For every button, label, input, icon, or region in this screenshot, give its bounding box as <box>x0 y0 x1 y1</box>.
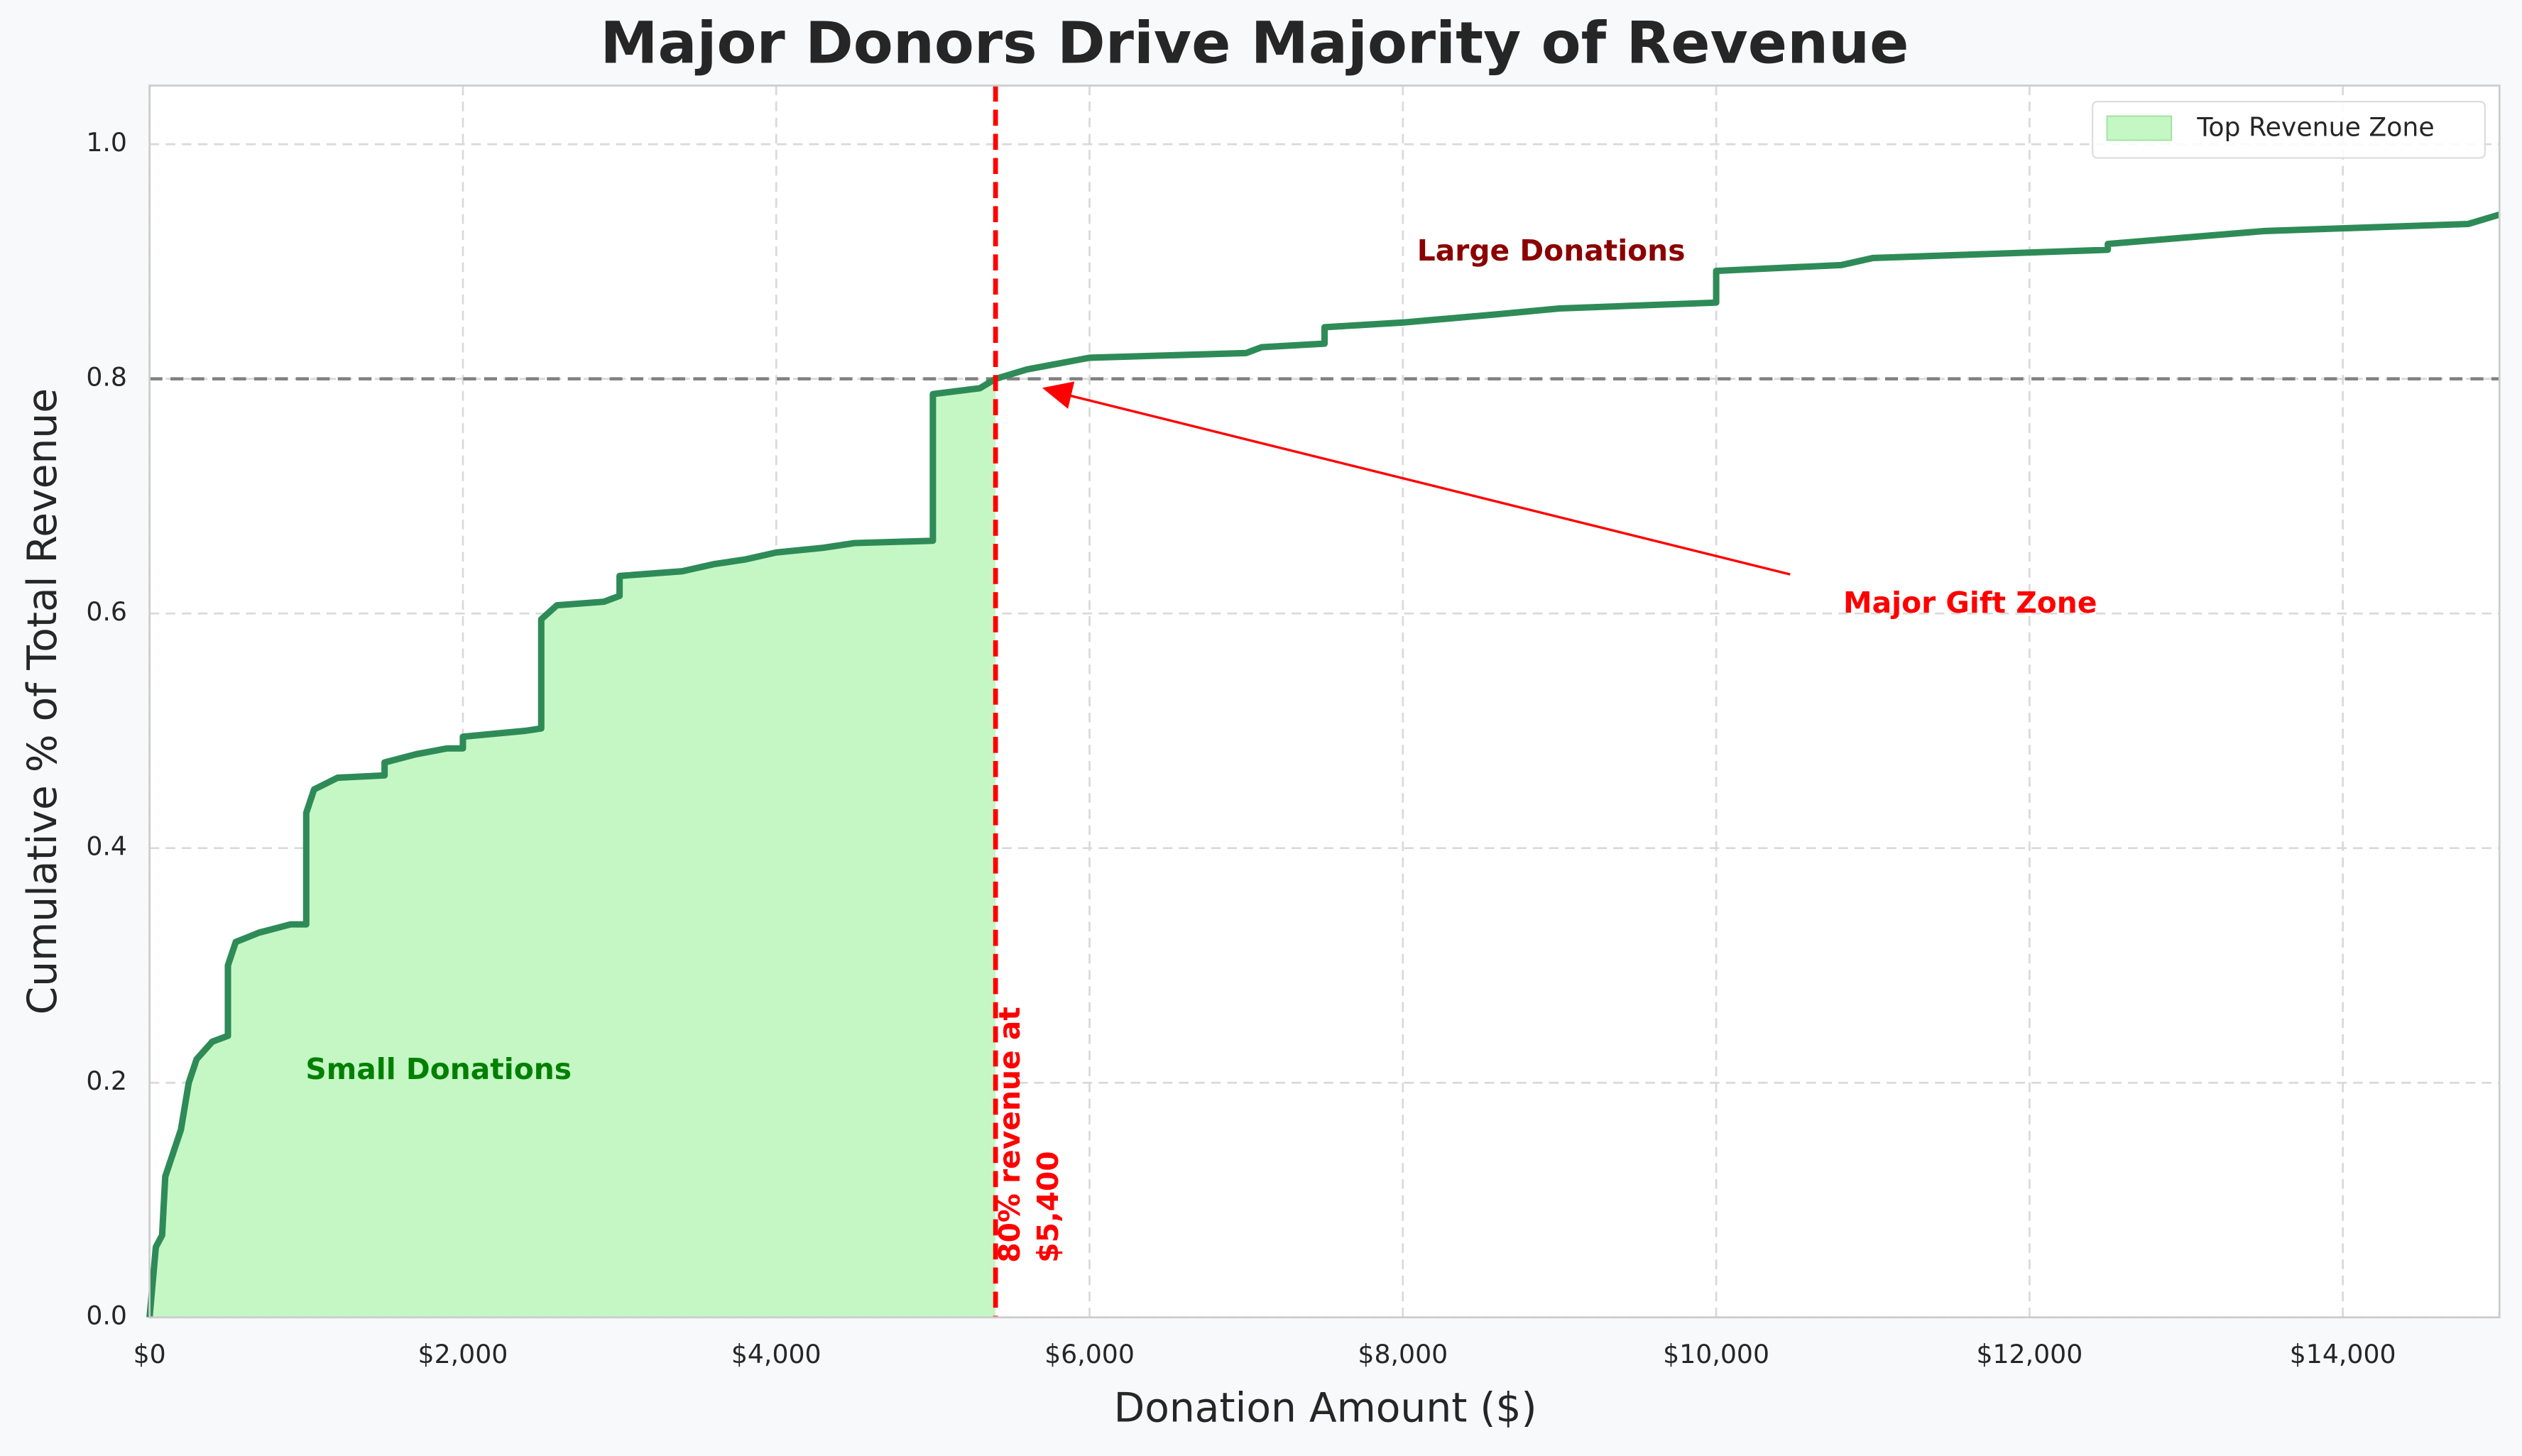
y-tick-label: 0.8 <box>86 362 127 393</box>
legend-frame <box>2092 101 2486 159</box>
y-tick-label: 0.6 <box>86 596 127 627</box>
y-tick-label: 0.0 <box>86 1301 127 1331</box>
plot-frame <box>148 84 2501 1319</box>
legend: Top Revenue Zone <box>2092 101 2486 159</box>
x-tick-label: $0 <box>133 1339 166 1369</box>
x-tick-label: $10,000 <box>1663 1339 1769 1369</box>
annotation-line: 80% revenue at <box>993 1007 1027 1263</box>
y-tick-label: 0.4 <box>86 831 127 862</box>
small-donations-label: Small Donations <box>305 1052 572 1086</box>
arrow-head <box>1042 381 1075 409</box>
major-gift-label: Major Gift Zone <box>1843 586 2097 620</box>
x-axis-label: Donation Amount ($) <box>1114 1385 1537 1432</box>
x-tick-label: $4,000 <box>731 1339 821 1369</box>
chart-title: Major Donors Drive Majority of Revenue <box>600 10 1909 77</box>
x-tick-label: $12,000 <box>1976 1339 2082 1369</box>
large-donations-label: Large Donations <box>1417 234 1686 268</box>
x-tick-label: $14,000 <box>2290 1339 2396 1369</box>
x-tick-label: $6,000 <box>1044 1339 1135 1369</box>
threshold-annotation: 80% revenue at $5,400 <box>993 1007 1065 1263</box>
revenue-line <box>146 211 2501 1318</box>
y-tick-label: 0.2 <box>86 1066 127 1096</box>
x-tick-label: $2,000 <box>418 1339 508 1369</box>
annotation-arrow <box>1064 393 1791 576</box>
y-axis-label: Cumulative % of Total Revenue <box>19 388 66 1014</box>
legend-label: Top Revenue Zone <box>2196 112 2434 143</box>
legend-swatch <box>2106 115 2173 141</box>
annotation-line: $5,400 <box>1031 1151 1065 1262</box>
overlay: $0 $2,000 $4,000 $6,000 $8,000 $10,000 $12,000… <box>86 101 2486 1369</box>
y-tick-label: 1.0 <box>86 127 127 158</box>
marks <box>146 85 2501 1318</box>
x-tick-label: $8,000 <box>1358 1339 1448 1369</box>
revenue-zone <box>149 378 996 1318</box>
